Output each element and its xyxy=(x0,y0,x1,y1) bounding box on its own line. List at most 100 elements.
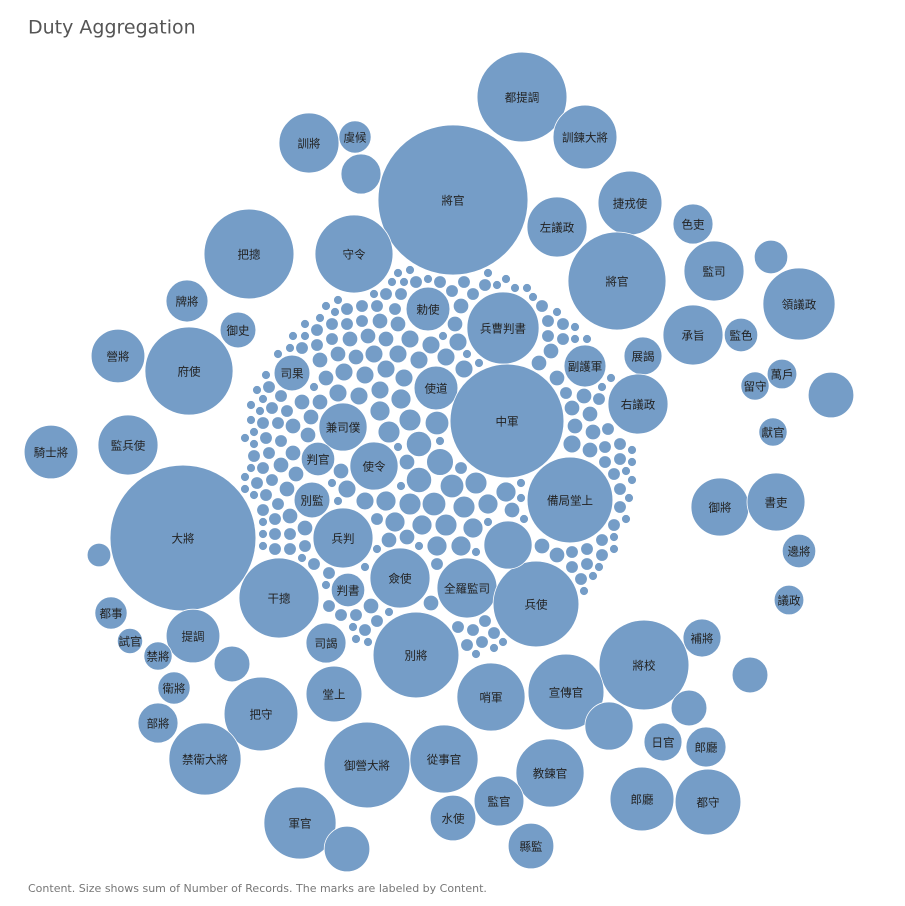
bubble xyxy=(580,557,594,571)
bubble xyxy=(362,597,380,615)
bubble xyxy=(389,315,407,333)
bubble xyxy=(223,676,299,752)
bubble xyxy=(598,440,612,454)
bubble-label: 全羅監司 xyxy=(444,582,490,596)
bubble-label: 營將 xyxy=(107,350,130,364)
bubble xyxy=(334,362,354,382)
bubble-label: 將校 xyxy=(633,659,656,673)
bubble xyxy=(315,313,325,323)
bubble xyxy=(773,584,805,616)
bubble-label: 監司 xyxy=(703,265,726,279)
bubble xyxy=(377,330,395,348)
bubble xyxy=(570,322,580,332)
bubble-label: 兼司僕 xyxy=(326,421,361,435)
bubble xyxy=(309,382,319,392)
bubble xyxy=(516,478,526,488)
bubble xyxy=(556,317,570,331)
bubble xyxy=(595,548,609,562)
bubble xyxy=(376,359,396,379)
bubble xyxy=(674,768,742,836)
bubble xyxy=(462,517,484,539)
bubble xyxy=(337,479,357,499)
bubble xyxy=(662,304,724,366)
bubble xyxy=(259,488,273,502)
bubble xyxy=(363,637,373,647)
bubble-label: 萬戶 xyxy=(771,368,794,382)
bubble xyxy=(341,330,359,348)
bubble-label: 試官 xyxy=(119,635,142,649)
bubble-label: 把守 xyxy=(250,708,273,722)
bubble xyxy=(390,388,412,410)
bubble xyxy=(322,566,336,580)
bubble-label: 兵使 xyxy=(525,598,548,612)
bubble xyxy=(563,399,581,417)
bubble xyxy=(609,766,675,832)
bubble xyxy=(450,535,472,557)
bubble-label: 御營大將 xyxy=(344,759,390,773)
bubble xyxy=(580,542,594,556)
bubble xyxy=(563,344,607,388)
bubble xyxy=(268,527,282,541)
bubble xyxy=(340,317,354,331)
bubble xyxy=(372,544,382,554)
bubble xyxy=(766,358,798,390)
bubble xyxy=(347,348,365,366)
bubble xyxy=(295,341,309,355)
bubble xyxy=(400,329,420,349)
bubble-label: 干摠 xyxy=(268,592,291,606)
bubble xyxy=(246,415,256,425)
bubble xyxy=(256,461,270,475)
bubble xyxy=(334,608,348,622)
bubble xyxy=(685,726,727,768)
bubble xyxy=(405,265,415,275)
bubble xyxy=(274,389,288,403)
bubble xyxy=(268,542,282,556)
bubble xyxy=(446,315,464,333)
bubble xyxy=(288,331,298,341)
bubble xyxy=(252,385,262,395)
bubble-label: 府使 xyxy=(178,365,201,379)
bubble-label: 縣監 xyxy=(520,840,543,854)
bubble xyxy=(643,722,683,762)
bubble xyxy=(478,614,492,628)
bubble xyxy=(423,274,433,284)
bubble xyxy=(424,410,450,436)
bubble xyxy=(240,484,250,494)
bubble xyxy=(683,240,745,302)
bubble xyxy=(552,307,562,317)
bubble xyxy=(322,599,336,613)
bubble xyxy=(454,461,468,475)
bubble-label: 議政 xyxy=(778,594,801,608)
bubble-label: 軍官 xyxy=(289,817,312,831)
bubble xyxy=(394,368,414,388)
bubble-label: 哨軍 xyxy=(480,691,503,705)
bubble xyxy=(581,405,599,423)
bubble-label: 邊將 xyxy=(788,545,811,559)
bubble xyxy=(409,275,423,289)
bubble xyxy=(23,424,79,480)
bubble xyxy=(398,528,416,546)
bubble xyxy=(323,721,411,809)
bubble xyxy=(268,512,282,526)
bubble xyxy=(278,112,340,174)
bubble-label: 色吏 xyxy=(682,218,705,232)
bubble xyxy=(284,444,302,462)
bubble-label: 獻官 xyxy=(762,426,785,440)
bubble xyxy=(328,383,348,403)
bubble-label: 判官 xyxy=(307,453,330,467)
bubble xyxy=(394,287,408,301)
bubble xyxy=(369,289,379,299)
bubble-label: 司謁 xyxy=(315,637,338,651)
bubble xyxy=(552,104,618,170)
bubble xyxy=(565,560,579,574)
bubble xyxy=(621,466,631,476)
bubble xyxy=(157,671,191,705)
bubble-label: 備局堂上 xyxy=(547,494,593,508)
bubble xyxy=(460,638,474,652)
bubble xyxy=(330,572,366,608)
bubble xyxy=(530,354,548,372)
bubble xyxy=(439,473,465,499)
bubble-label: 別監 xyxy=(301,494,324,508)
bubble xyxy=(327,478,337,488)
